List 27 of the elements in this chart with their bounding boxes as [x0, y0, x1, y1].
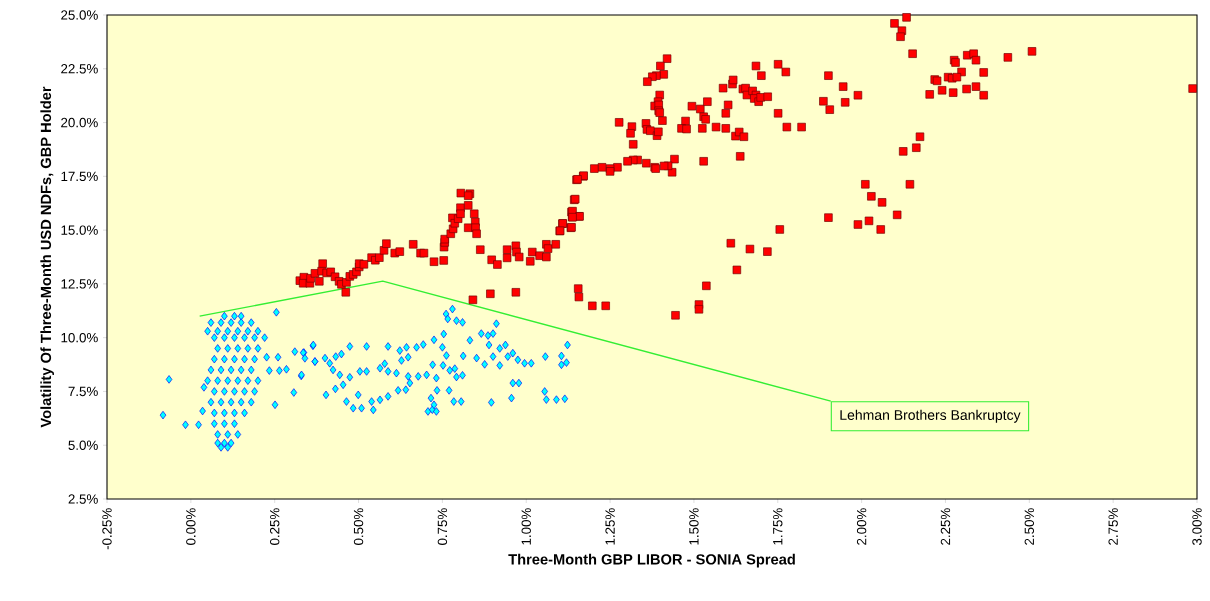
y-axis-title: Volatility Of Three-Month USD NDFs, GBP Holder [40, 86, 54, 428]
y-tick-label: 2.5% [68, 494, 98, 504]
y-tick-label: 12.5% [61, 279, 98, 289]
x-tick-label: 1.25% [605, 508, 615, 545]
y-tick-label: 17.5% [61, 171, 98, 182]
annotation: Lehman Brothers Bankruptcy [840, 409, 1021, 423]
x-tick-label: 0.50% [353, 508, 364, 545]
x-tick-label: 2.00% [856, 508, 867, 545]
x-tick-label: 0.25% [269, 508, 280, 545]
x-tick-label: 2.25% [940, 508, 951, 545]
x-tick-label: 1.75% [773, 508, 783, 545]
y-tick-label: 5.0% [68, 440, 98, 450]
x-tick-label: 1.50% [689, 508, 699, 545]
x-tick-label: 1.00% [521, 508, 531, 545]
y-tick-label: 25.0% [61, 10, 98, 20]
x-tick-label: 3.00% [1192, 508, 1202, 546]
x-tick-label: 2.75% [1108, 508, 1118, 545]
x-tick-label: 0.00% [186, 508, 196, 545]
y-tick-label: 7.5% [68, 386, 98, 397]
x-tick-label: 2.50% [1024, 508, 1035, 545]
x-axis-title: Three-Month GBP LIBOR - SONIA Spread [508, 553, 795, 568]
x-tick-label: 0.75% [437, 508, 448, 545]
y-tick-label: 10.0% [61, 332, 98, 343]
y-tick-label: 22.5% [61, 64, 98, 74]
y-tick-label: 20.0% [61, 117, 98, 128]
x-tick-label: -0.25% [102, 508, 112, 550]
y-tick-label: 15.0% [61, 225, 98, 235]
